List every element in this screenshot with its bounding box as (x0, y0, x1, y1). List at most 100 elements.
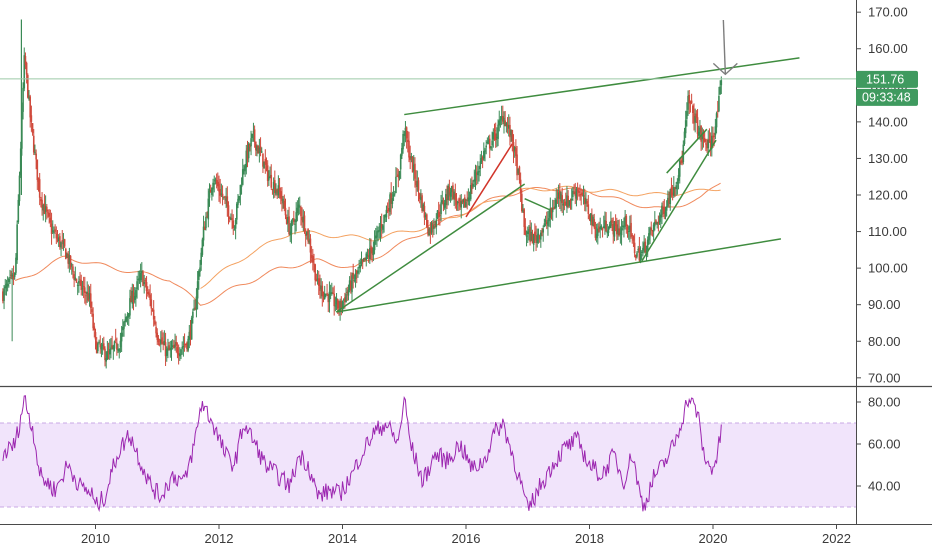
candle-body (652, 224, 655, 232)
candle-body (307, 229, 309, 242)
candle-body (154, 320, 156, 325)
candle-body (637, 249, 639, 251)
candle-body (326, 293, 328, 295)
candle-body (397, 174, 400, 178)
candle-body (719, 86, 721, 95)
candle-body (411, 156, 414, 173)
candle-body (319, 284, 321, 291)
candle-body (383, 214, 385, 224)
candle-body (322, 294, 325, 297)
candle-body (195, 296, 198, 310)
candle-body (141, 270, 143, 274)
candle-body (133, 295, 136, 300)
candle-body (260, 151, 263, 153)
candle-body (331, 292, 333, 295)
candle-body (54, 229, 56, 232)
rsi-axis-tick-label: 40.00 (868, 479, 901, 494)
candle-body (50, 223, 53, 234)
candle-body (281, 196, 283, 201)
candle-body (504, 120, 506, 127)
candle-body (198, 271, 200, 280)
candle-body (217, 181, 219, 187)
candle-body (511, 129, 514, 142)
candle-body (215, 180, 218, 184)
candle-body (642, 247, 644, 252)
candle-body (459, 198, 461, 207)
candle-body (491, 140, 493, 146)
candle-body (182, 346, 185, 348)
candle-body (55, 233, 58, 239)
candle-body (543, 223, 546, 227)
rsi-axis-tick-label: 80.00 (868, 395, 901, 410)
candle-body (564, 201, 567, 206)
candle-body (332, 292, 334, 294)
candle-body (594, 227, 597, 238)
candle-body (420, 196, 422, 201)
candle-body (16, 224, 18, 261)
candle-body (469, 184, 472, 200)
candle-body (293, 217, 295, 222)
candle-body (436, 210, 439, 219)
candle-body (512, 142, 515, 153)
candle-body (93, 326, 96, 330)
candle-body (340, 300, 343, 308)
candle-body (139, 272, 142, 281)
candle-body (499, 119, 502, 121)
candle-body (342, 299, 345, 301)
price-axis-tick-label: 140.00 (868, 114, 908, 129)
candle-body (116, 342, 118, 350)
candle-body (130, 295, 132, 303)
candle-body (25, 62, 28, 75)
candle-body (431, 224, 434, 229)
time-axis-tick-label: 2012 (205, 531, 234, 546)
candle-body (168, 345, 170, 351)
trendline (666, 128, 708, 174)
candle-body (481, 157, 484, 161)
candle-body (278, 187, 281, 192)
candle-body (218, 183, 220, 192)
candle-body (91, 309, 93, 313)
candle-body (488, 138, 491, 149)
candle-body (61, 239, 64, 242)
candle-body (329, 292, 332, 294)
candle-body (713, 135, 715, 137)
candle-body (263, 161, 265, 169)
candle-body (230, 217, 232, 221)
candle-body (173, 344, 175, 349)
candle-body (656, 222, 658, 225)
candle-body (458, 199, 460, 201)
candle-body (151, 310, 154, 312)
moving-average-line (200, 185, 721, 289)
candle-body (649, 228, 651, 235)
candle-body (226, 196, 229, 207)
candle-body (335, 297, 338, 305)
candle-body (522, 209, 524, 212)
candle-body (695, 113, 698, 118)
candle-body (513, 147, 516, 151)
candle-body (537, 233, 540, 236)
candle-body (599, 227, 601, 230)
candle-body (550, 207, 553, 213)
candle-body (376, 231, 378, 238)
candle-body (265, 163, 268, 165)
candle-body (373, 240, 376, 251)
candle-body (69, 255, 72, 268)
candle-body (78, 280, 80, 284)
candle-body (629, 225, 631, 232)
candle-body (377, 230, 379, 233)
candle-body (51, 230, 54, 232)
candle-body (404, 127, 407, 137)
candle-body (238, 195, 240, 201)
candle-body (709, 140, 712, 150)
candle-body (211, 187, 213, 195)
candle-body (328, 291, 331, 302)
candle-body (203, 226, 206, 230)
candle-body (137, 279, 140, 281)
time-axis-tick-label: 2018 (575, 531, 604, 546)
candle-body (165, 348, 168, 356)
candle-body (466, 200, 468, 202)
candle-body (295, 212, 297, 223)
candle-body (480, 158, 483, 163)
candle-body (344, 297, 346, 303)
